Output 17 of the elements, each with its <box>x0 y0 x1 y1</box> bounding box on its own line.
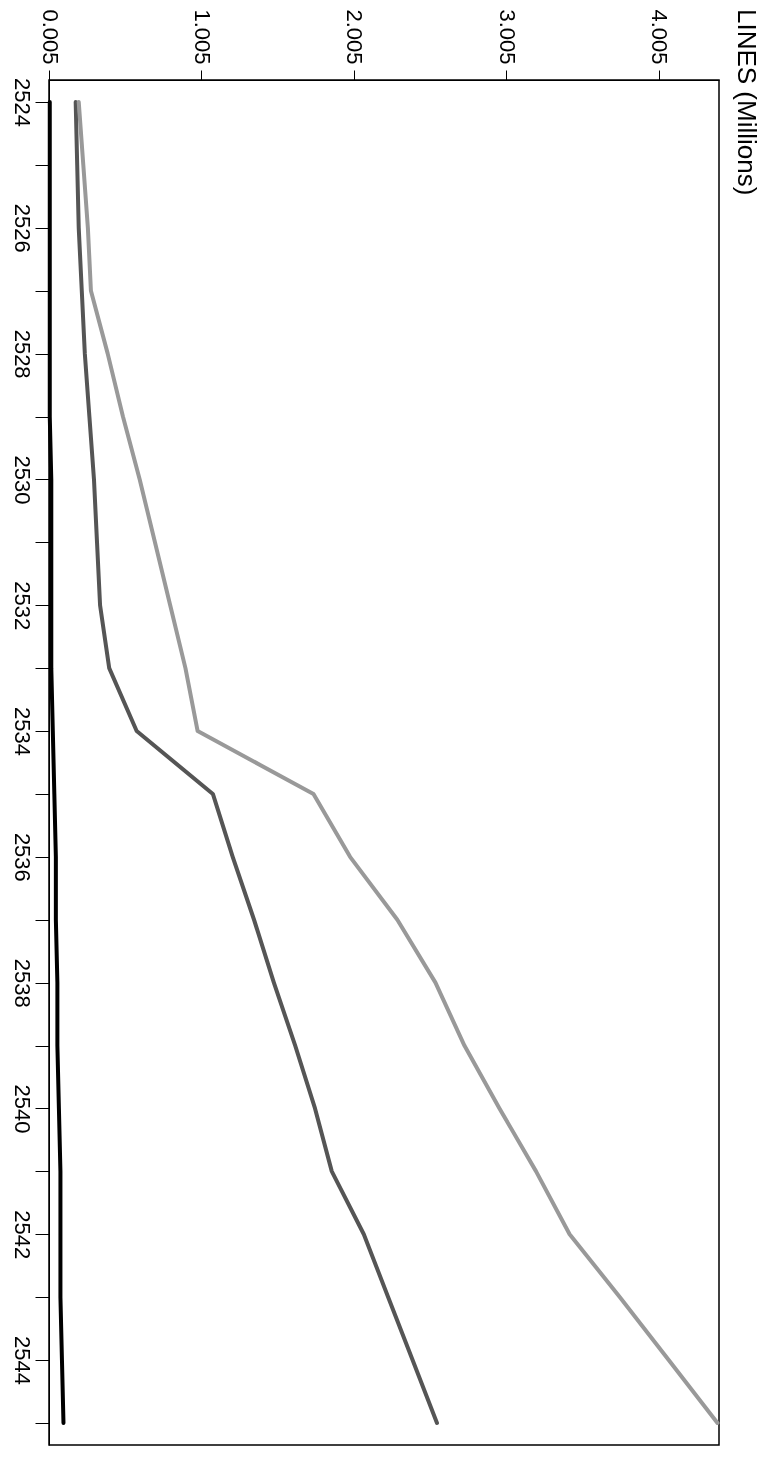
y-tick-label: 2526 <box>9 203 35 253</box>
x-tick-label: 2.005 <box>342 9 368 65</box>
y-tick-label: 2524 <box>9 78 35 127</box>
y-tick-label: 2538 <box>9 958 35 1008</box>
y-tick-label: 2540 <box>9 1084 35 1134</box>
y-tick-label: 2530 <box>9 455 35 505</box>
x-tick-label: 1.005 <box>189 9 215 65</box>
x-tick-label: 0.005 <box>37 9 63 65</box>
y-tick-label: 2528 <box>9 329 35 379</box>
y-tick-label: 2544 <box>9 1336 35 1386</box>
chart-title: LINES (Millions) <box>732 8 763 196</box>
x-tick-label: 3.005 <box>494 9 520 65</box>
y-tick-label: 2542 <box>9 1210 35 1260</box>
x-tick-label: 4.005 <box>647 9 673 65</box>
y-tick-label: 2536 <box>9 832 35 882</box>
y-tick-label: 2534 <box>9 707 35 757</box>
y-tick-label: 2532 <box>9 581 35 631</box>
